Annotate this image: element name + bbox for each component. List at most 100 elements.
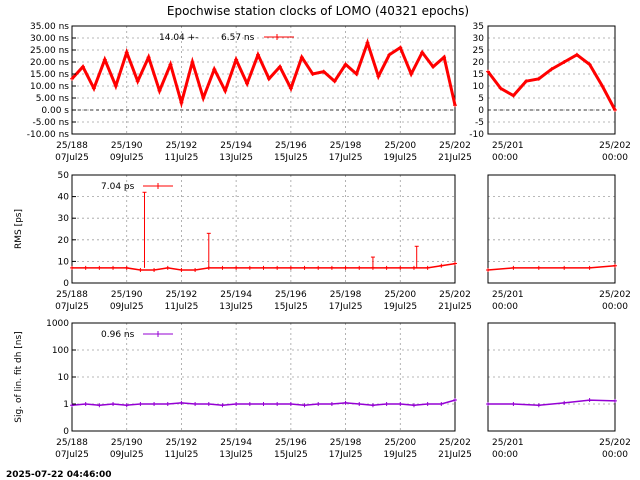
clock-main-frame	[71, 25, 456, 135]
sig-zoom-frame	[487, 322, 616, 432]
clock-zoom-point	[562, 60, 567, 64]
clock-main-point	[179, 100, 184, 105]
rms-main-point	[288, 265, 293, 270]
rms-main-point	[453, 261, 457, 266]
clock-main-point	[157, 88, 162, 93]
clock-zoom-point	[524, 79, 529, 84]
rms-main-point	[220, 265, 225, 270]
sig-xtick-label-top: 25/200	[384, 438, 416, 448]
clock-xtick-label-top: 25/202	[599, 141, 631, 151]
clock-zoom-point	[549, 67, 554, 72]
rms-main-frame	[71, 174, 456, 284]
clock-xtick-label-bottom: 00:00	[602, 153, 628, 163]
rms-ytick-label: 40	[58, 193, 70, 203]
rms-xtick-label-bottom: 09Jul25	[110, 302, 144, 312]
chart-panels: -10.00 ns -10-5.00 ns -50.00 s 05.00 ns 510.…	[14, 22, 631, 460]
clock-main-point	[387, 52, 392, 57]
clock-main-point	[376, 74, 381, 79]
clock-main-point	[223, 88, 228, 93]
clock-main-point	[332, 79, 337, 84]
sig-main-point	[124, 403, 129, 408]
sig-main-point	[357, 402, 362, 406]
rms-main-point	[111, 265, 116, 270]
clock-zoom-ytick-label: 0	[478, 106, 484, 116]
sig-main-point	[425, 402, 430, 406]
sig-xtick-label-bottom: 11Jul25	[165, 450, 199, 460]
clock-xtick-label-bottom: 11Jul25	[165, 153, 199, 163]
clock-ytick-label: -5.00 ns	[32, 118, 69, 128]
clock-legend-label: 6.57 ns	[221, 33, 255, 43]
clock-zoom-frame	[487, 25, 616, 135]
rms-xtick-label-top: 25/192	[166, 290, 198, 300]
rms-zoom-frame	[487, 174, 616, 284]
clock-zoom-ytick-label: 10	[473, 82, 485, 92]
clock-xtick-label-bottom: 13Jul25	[219, 153, 253, 163]
sig-zoom-point	[613, 398, 617, 403]
clock-zoom-ytick-label: 25	[473, 46, 484, 56]
rms-xtick-label-top: 25/188	[56, 290, 88, 300]
sig-xtick-label-top: 25/194	[220, 438, 252, 448]
sig-xtick-label-top: 25/201	[492, 438, 524, 448]
sig-xtick-label-top: 25/188	[56, 438, 88, 448]
rms-main-point	[83, 265, 88, 270]
rms-main-point	[97, 265, 102, 270]
sig-xtick-label-bottom: 13Jul25	[219, 450, 253, 460]
clock-ytick-label: 25.00 ns	[30, 46, 69, 56]
sig-xtick-label-bottom: 15Jul25	[274, 450, 308, 460]
sig-main-point	[316, 402, 321, 406]
clock-ytick-label: 30.00 ns	[30, 34, 69, 44]
clock-main-point	[266, 76, 271, 81]
sig-main-point	[343, 400, 348, 405]
sig-zoom-series-line	[488, 399, 616, 406]
clock-xtick-label-top: 25/196	[275, 141, 307, 151]
rms-main-point	[70, 265, 74, 270]
rms-zoom-point	[613, 263, 617, 268]
clock-xtick-label-top: 25/188	[56, 141, 88, 151]
sig-main-point	[384, 402, 389, 406]
clock-zoom-ytick-label: -5	[475, 118, 484, 128]
sig-main-point	[83, 402, 88, 406]
rms-zoom-point	[486, 268, 490, 273]
rms-ytick-label: 50	[58, 171, 70, 181]
rms-legend-label: 7.04 ps	[101, 182, 135, 192]
sig-main-point	[275, 402, 280, 406]
rms-zoom-point	[511, 265, 516, 270]
sig-main-point	[111, 402, 116, 406]
rms-ytick-label: 0	[63, 279, 69, 289]
sig-zoom-point	[486, 402, 490, 406]
rms-main-point	[247, 265, 252, 270]
clock-xtick-label-top: 25/202	[439, 141, 471, 151]
rms-main-point	[179, 268, 184, 273]
rms-main-point	[398, 265, 403, 270]
rms-xtick-label-top: 25/194	[220, 290, 252, 300]
sig-main-point	[261, 402, 266, 406]
clock-xtick-label-bottom: 15Jul25	[274, 153, 308, 163]
chart-title: Epochwise station clocks of LOMO (40321 …	[167, 4, 469, 18]
rms-main-point	[275, 265, 280, 270]
clock-main-point	[299, 55, 304, 60]
timestamp: 2025-07-22 04:46:00	[6, 470, 111, 480]
sig-main-point	[453, 398, 457, 403]
rms-main-point	[152, 268, 157, 273]
sig-main-point	[220, 403, 225, 408]
rms-main-point	[261, 265, 266, 270]
rms-main-point	[411, 265, 416, 270]
clock-main-series-line	[70, 38, 457, 109]
sig-main-point	[411, 403, 416, 408]
clock-xtick-label-bottom: 09Jul25	[110, 153, 144, 163]
clock-xtick-label-top: 25/198	[330, 141, 362, 151]
clock-main-point	[409, 72, 414, 76]
rms-xtick-label-top: 25/202	[599, 290, 631, 300]
rms-ytick-label: 30	[58, 214, 70, 224]
sig-legend-label: 0.96 ns	[101, 330, 135, 340]
clock-ytick-label: 20.00 ns	[30, 58, 69, 68]
clock-main-point	[146, 55, 151, 60]
rms-zoom-point	[536, 265, 541, 270]
clock-ytick-label: 35.00 ns	[30, 22, 69, 32]
rms-xtick-label-bottom: 19Jul25	[383, 302, 417, 312]
clock-main-point	[212, 67, 217, 72]
rms-main-point	[439, 263, 444, 268]
clock-xtick-label-bottom: 17Jul25	[329, 153, 363, 163]
clock-xtick-label-bottom: 07Jul25	[55, 153, 89, 163]
